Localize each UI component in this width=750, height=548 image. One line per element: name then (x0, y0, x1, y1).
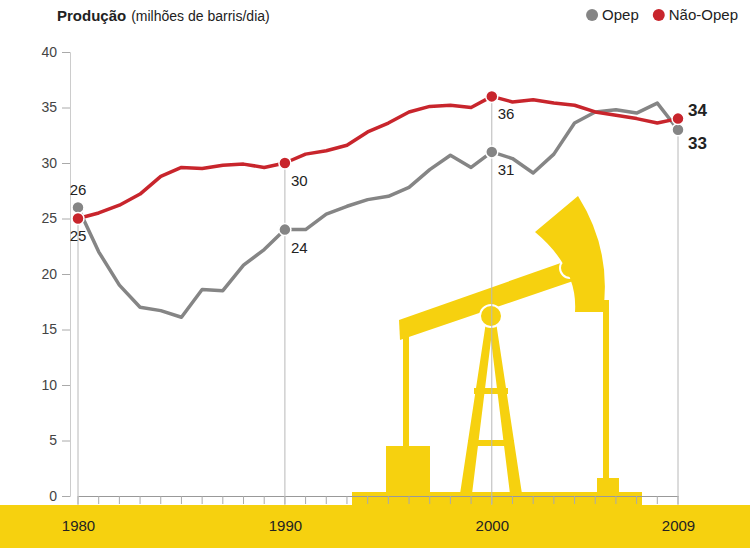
point-marker (486, 146, 498, 158)
y-tick-mark (62, 330, 70, 331)
x-minor-tick (409, 496, 410, 504)
x-axis-line (79, 496, 679, 497)
annotation-label: 36 (498, 105, 515, 122)
x-minor-tick (243, 496, 244, 504)
x-minor-tick (326, 496, 327, 504)
y-tick: 15 (41, 321, 70, 337)
annotation-line (678, 119, 679, 505)
annotation-label: 33 (688, 134, 707, 153)
y-tick-label: 5 (49, 432, 57, 448)
annotation-label: 31 (498, 161, 515, 178)
legend-swatch (586, 9, 598, 21)
x-minor-ticks (78, 496, 678, 504)
annotation-label: 25 (70, 227, 87, 244)
y-tick-label: 30 (41, 155, 57, 171)
y-tick: 0 (49, 488, 70, 504)
x-tick-label: 1980 (62, 517, 95, 534)
x-minor-tick (657, 496, 658, 504)
point-marker (672, 113, 684, 125)
point-marker (72, 201, 84, 213)
x-minor-tick (533, 496, 534, 504)
x-minor-tick (429, 496, 430, 504)
chart: Produção (milhões de barris/dia) Não-Opep O… (0, 0, 750, 548)
y-tick-mark (62, 441, 70, 442)
point-marker (279, 224, 291, 236)
x-axis: 1980 1990 2000 2009 (62, 496, 695, 534)
y-axis: 0 5 10 15 20 25 30 35 40 (41, 44, 70, 504)
annotation-label: 34 (688, 101, 707, 120)
x-tick-label: 2009 (662, 517, 695, 534)
legend-label: Não-Opep (669, 6, 738, 23)
x-minor-tick (181, 496, 182, 504)
y-axis-line (62, 53, 71, 497)
x-minor-tick (98, 496, 99, 504)
y-tick-mark (62, 219, 70, 220)
x-minor-tick (471, 496, 472, 504)
subtitle: (milhões de barris/dia) (131, 8, 270, 24)
x-minor-tick (450, 496, 451, 504)
y-tick: 25 (41, 210, 70, 226)
x-minor-tick (574, 496, 575, 504)
y-tick-label: 40 (41, 44, 57, 60)
y-tick-label: 20 (41, 266, 57, 282)
x-minor-tick (367, 496, 368, 504)
y-tick-mark (62, 52, 70, 53)
y-tick-label: 0 (49, 488, 57, 504)
x-tick-label: 2000 (476, 517, 509, 534)
annotation-line (284, 163, 285, 505)
legend-swatch (653, 9, 665, 21)
y-tick-label: 10 (41, 377, 57, 393)
x-minor-tick (512, 496, 513, 504)
x-minor-tick (202, 496, 203, 504)
plot-area (72, 90, 684, 317)
y-tick: 40 (41, 44, 70, 60)
x-minor-tick (346, 496, 347, 504)
y-tick: 35 (41, 99, 70, 115)
annotation-labels: 26 25 24 30 31 36 33 34 (70, 101, 708, 256)
x-minor-tick (222, 496, 223, 504)
y-tick: 5 (49, 432, 70, 448)
x-minor-tick (119, 496, 120, 504)
y-tick: 10 (41, 377, 70, 393)
x-minor-tick (305, 496, 306, 504)
x-minor-tick (388, 496, 389, 504)
axis-band (0, 505, 750, 548)
pump-jack (352, 196, 642, 506)
y-tick-mark (62, 274, 70, 275)
x-minor-tick (553, 496, 554, 504)
legend-label: Opep (602, 6, 639, 23)
series-line (78, 103, 678, 317)
x-tick-label: 1990 (269, 517, 302, 534)
annotation-line (78, 207, 79, 505)
y-tick-label: 15 (41, 321, 57, 337)
point-marker (486, 90, 498, 102)
y-tick-mark (62, 163, 70, 164)
x-minor-tick (264, 496, 265, 504)
x-minor-tick (636, 496, 637, 504)
y-tick-mark (62, 108, 70, 109)
legend: Não-Opep Opep (586, 6, 738, 23)
series-line (78, 96, 678, 218)
x-minor-tick (160, 496, 161, 504)
point-marker (279, 157, 291, 169)
y-tick: 20 (41, 266, 70, 282)
point-marker (72, 213, 84, 225)
annotation-label: 30 (291, 172, 308, 189)
y-tick-label: 25 (41, 210, 57, 226)
annotation-label: 26 (70, 181, 87, 198)
y-tick-label: 35 (41, 99, 57, 115)
y-tick-mark (62, 385, 70, 386)
y-tick-mark (62, 496, 70, 497)
title-main: Produção (57, 7, 126, 24)
title: Produção (milhões de barris/dia) (57, 7, 270, 24)
decoration (0, 196, 750, 548)
annotation-label: 24 (291, 239, 308, 256)
y-tick: 30 (41, 155, 70, 171)
annotation-guides (78, 96, 678, 505)
x-minor-tick (595, 496, 596, 504)
x-minor-tick (615, 496, 616, 504)
point-marker (672, 124, 684, 136)
x-minor-tick (140, 496, 141, 504)
